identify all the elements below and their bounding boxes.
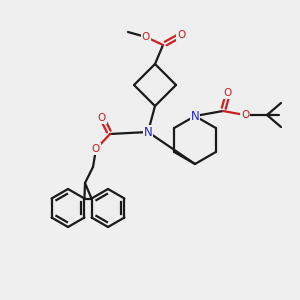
Text: N: N bbox=[144, 125, 152, 139]
Text: O: O bbox=[224, 88, 232, 98]
Text: O: O bbox=[98, 113, 106, 123]
Text: O: O bbox=[241, 110, 249, 120]
Text: O: O bbox=[177, 30, 185, 40]
Text: O: O bbox=[142, 32, 150, 42]
Text: O: O bbox=[92, 144, 100, 154]
Text: N: N bbox=[190, 110, 200, 122]
